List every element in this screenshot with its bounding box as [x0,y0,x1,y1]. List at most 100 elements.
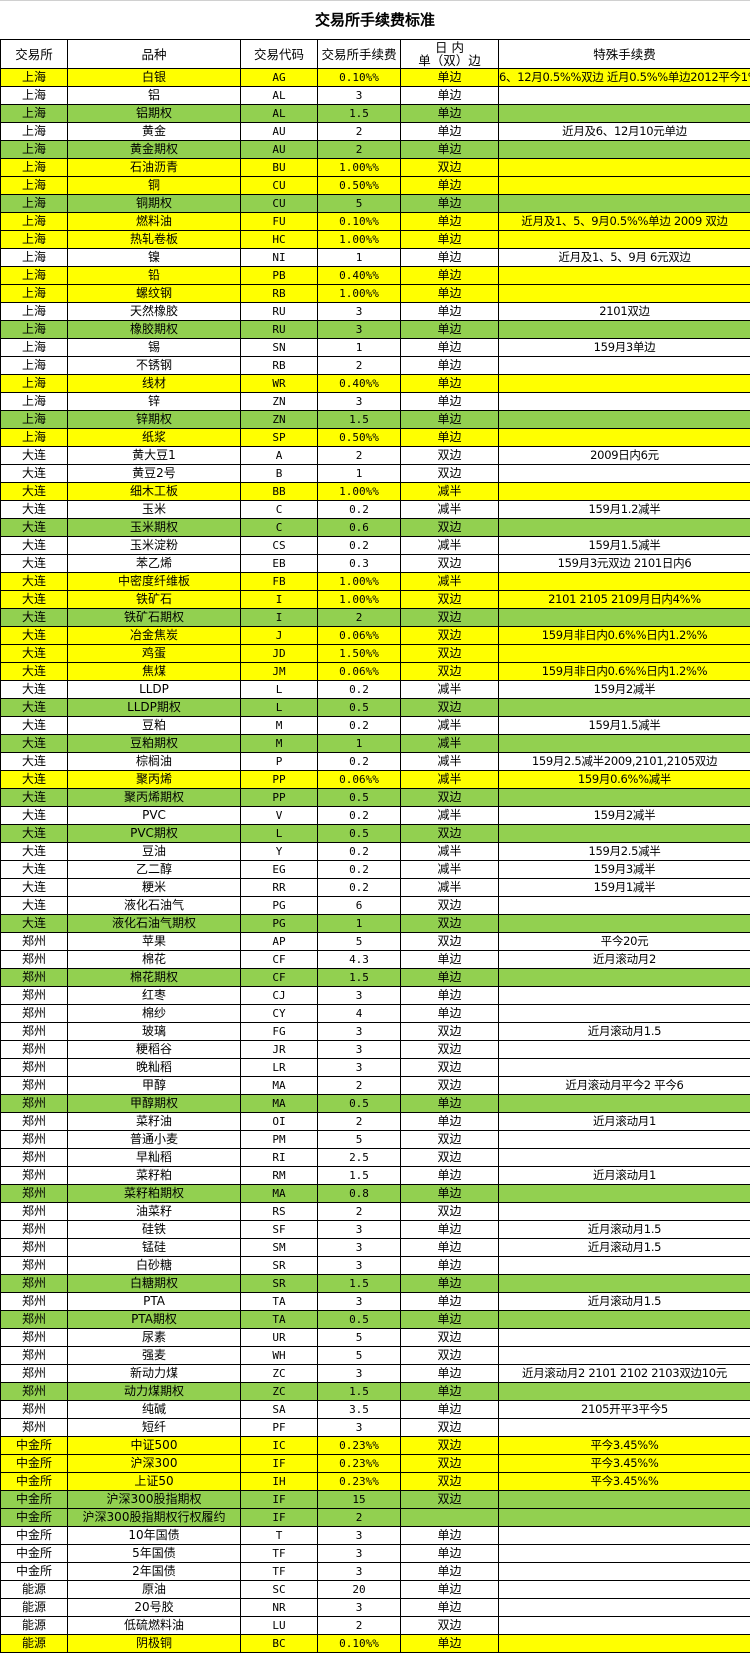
special-fee-cell[interactable] [498,698,750,717]
code-cell[interactable]: BU [240,158,318,177]
side-cell[interactable]: 双边 [400,824,499,843]
exchange-cell[interactable]: 大连 [0,680,68,699]
fee-cell[interactable]: 0.23%% [317,1472,401,1491]
code-cell[interactable]: PM [240,1130,318,1149]
side-cell[interactable]: 双边 [400,1490,499,1509]
exchange-cell[interactable]: 大连 [0,896,68,915]
variety-cell[interactable]: 甲醇 [67,1076,241,1095]
exchange-cell[interactable]: 上海 [0,410,68,429]
side-cell[interactable]: 双边 [400,644,499,663]
code-cell[interactable]: T [240,1526,318,1545]
side-cell[interactable]: 减半 [400,734,499,753]
side-cell[interactable]: 单边 [400,248,499,267]
fee-cell[interactable]: 2.5 [317,1148,401,1167]
side-cell[interactable]: 单边 [400,1562,499,1581]
side-cell[interactable]: 双边 [400,1454,499,1473]
exchange-cell[interactable]: 中金所 [0,1472,68,1491]
code-cell[interactable]: OI [240,1112,318,1131]
special-fee-cell[interactable] [498,1328,750,1347]
special-fee-cell[interactable]: 近月滚动月2 2101 2102 2103双边10元 [498,1364,750,1383]
code-cell[interactable]: CU [240,194,318,213]
fee-cell[interactable]: 0.23%% [317,1436,401,1455]
fee-cell[interactable]: 3 [317,1022,401,1041]
code-cell[interactable]: ZC [240,1364,318,1383]
exchange-cell[interactable]: 郑州 [0,1112,68,1131]
special-fee-cell[interactable]: 近月及6、12月10元单边 [498,122,750,141]
exchange-cell[interactable]: 郑州 [0,1256,68,1275]
code-cell[interactable]: RM [240,1166,318,1185]
variety-cell[interactable]: 铝 [67,86,241,105]
exchange-cell[interactable]: 大连 [0,770,68,789]
side-cell[interactable]: 单边 [400,86,499,105]
fee-cell[interactable]: 1.5 [317,1274,401,1293]
exchange-cell[interactable]: 郑州 [0,1166,68,1185]
exchange-cell[interactable]: 上海 [0,428,68,447]
variety-cell[interactable]: 锌期权 [67,410,241,429]
variety-cell[interactable]: 不锈钢 [67,356,241,375]
variety-cell[interactable]: LLDP [67,680,241,699]
special-fee-cell[interactable] [498,428,750,447]
exchange-cell[interactable]: 中金所 [0,1508,68,1527]
code-cell[interactable]: UR [240,1328,318,1347]
side-cell[interactable]: 双边 [400,1616,499,1635]
variety-cell[interactable]: 玻璃 [67,1022,241,1041]
side-cell[interactable]: 单边 [400,230,499,249]
variety-cell[interactable]: 棉花 [67,950,241,969]
exchange-cell[interactable]: 大连 [0,914,68,933]
fee-cell[interactable]: 0.5 [317,1094,401,1113]
special-fee-cell[interactable]: 159月0.6%%减半 [498,770,750,789]
special-fee-cell[interactable]: 平今3.45%% [498,1436,750,1455]
variety-cell[interactable]: 棉纱 [67,1004,241,1023]
variety-cell[interactable]: 20号胶 [67,1598,241,1617]
fee-cell[interactable]: 4 [317,1004,401,1023]
special-fee-cell[interactable] [498,158,750,177]
special-fee-cell[interactable]: 159月2减半 [498,680,750,699]
variety-cell[interactable]: 新动力煤 [67,1364,241,1383]
exchange-cell[interactable]: 上海 [0,392,68,411]
side-cell[interactable]: 单边 [400,968,499,987]
special-fee-cell[interactable] [498,1580,750,1599]
exchange-cell[interactable]: 中金所 [0,1562,68,1581]
code-cell[interactable]: HC [240,230,318,249]
side-cell[interactable]: 单边 [400,428,499,447]
variety-cell[interactable]: 锡 [67,338,241,357]
fee-cell[interactable]: 0.06%% [317,770,401,789]
variety-cell[interactable]: 短纤 [67,1418,241,1437]
fee-cell[interactable]: 3 [317,392,401,411]
exchange-cell[interactable]: 上海 [0,320,68,339]
special-fee-cell[interactable] [498,482,750,501]
side-cell[interactable]: 双边 [400,1346,499,1365]
side-cell[interactable]: 单边 [400,68,499,87]
exchange-cell[interactable]: 大连 [0,536,68,555]
special-fee-cell[interactable] [498,356,750,375]
exchange-cell[interactable]: 郑州 [0,986,68,1005]
exchange-cell[interactable]: 大连 [0,824,68,843]
fee-cell[interactable]: 1 [317,734,401,753]
side-cell[interactable]: 单边 [400,104,499,123]
fee-cell[interactable]: 0.40%% [317,266,401,285]
special-fee-cell[interactable] [498,518,750,537]
code-cell[interactable]: IH [240,1472,318,1491]
side-cell[interactable]: 单边 [400,1184,499,1203]
code-cell[interactable]: PP [240,770,318,789]
code-cell[interactable]: P [240,752,318,771]
variety-cell[interactable]: 焦煤 [67,662,241,681]
variety-cell[interactable]: 纯碱 [67,1400,241,1419]
side-cell[interactable]: 单边 [400,1112,499,1131]
variety-cell[interactable]: 镍 [67,248,241,267]
special-fee-cell[interactable] [498,464,750,483]
special-fee-cell[interactable] [498,266,750,285]
variety-cell[interactable]: 沪深300 [67,1454,241,1473]
fee-cell[interactable]: 1 [317,914,401,933]
variety-cell[interactable]: 白银 [67,68,241,87]
exchange-cell[interactable]: 上海 [0,302,68,321]
special-fee-cell[interactable] [498,1058,750,1077]
fee-cell[interactable]: 0.23%% [317,1454,401,1473]
code-cell[interactable]: B [240,464,318,483]
special-fee-cell[interactable]: 近月及1、5、9月 6元双边 [498,248,750,267]
exchange-cell[interactable]: 大连 [0,662,68,681]
variety-cell[interactable]: 普通小麦 [67,1130,241,1149]
special-fee-cell[interactable]: 近月及1、5、9月0.5%%单边 2009 双边 [498,212,750,231]
exchange-cell[interactable]: 郑州 [0,1202,68,1221]
variety-cell[interactable]: PVC期权 [67,824,241,843]
